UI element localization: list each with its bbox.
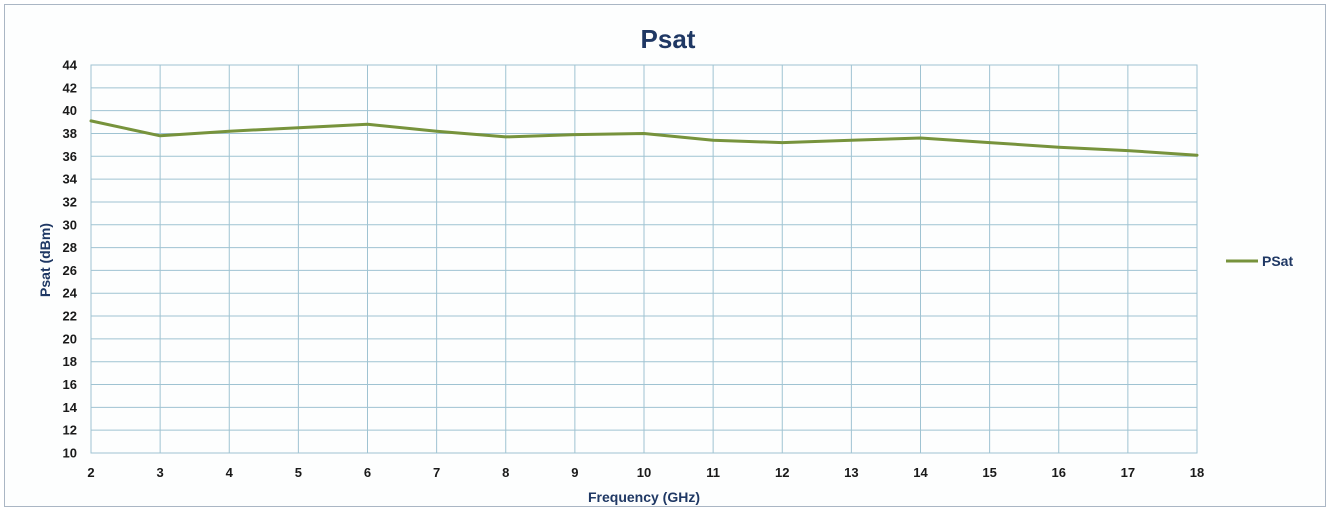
legend: PSat — [1226, 253, 1293, 269]
y-axis-ticks: 10 12 14 16 18 20 22 24 26 28 30 32 34 36 38 40 42 44 — [63, 58, 78, 461]
y-tick-label: 38 — [63, 126, 77, 141]
x-tick-label: 2 — [87, 465, 94, 480]
x-tick-label: 14 — [913, 465, 928, 480]
x-tick-label: 17 — [1121, 465, 1135, 480]
x-tick-label: 4 — [226, 465, 234, 480]
y-tick-label: 32 — [63, 194, 77, 209]
y-tick-label: 42 — [63, 80, 77, 95]
y-tick-label: 16 — [63, 377, 77, 392]
series-layer — [89, 119, 1199, 157]
grid — [90, 64, 1198, 454]
series-line-psat — [89, 119, 1199, 157]
y-tick-label: 18 — [63, 354, 77, 369]
y-tick-label: 20 — [63, 331, 77, 346]
y-tick-label: 30 — [63, 217, 77, 232]
y-axis-label: Psat (dBm) — [37, 223, 53, 297]
plot-border — [90, 64, 1198, 454]
chart-title: Psat — [641, 24, 696, 54]
x-axis-ticks: 2 3 4 5 6 7 8 9 10 11 12 13 14 15 16 17 18 — [87, 465, 1204, 480]
y-tick-label: 40 — [63, 103, 77, 118]
y-tick-label: 36 — [63, 149, 77, 164]
x-tick-label: 10 — [637, 465, 651, 480]
x-tick-label: 15 — [982, 465, 996, 480]
y-tick-label: 22 — [63, 309, 77, 324]
x-tick-label: 11 — [706, 465, 720, 480]
x-tick-label: 13 — [844, 465, 858, 480]
y-tick-label: 10 — [63, 446, 77, 461]
x-tick-label: 5 — [295, 465, 302, 480]
y-tick-label: 24 — [63, 286, 78, 301]
y-tick-label: 34 — [63, 172, 78, 187]
y-tick-label: 26 — [63, 263, 77, 278]
x-tick-label: 9 — [571, 465, 578, 480]
x-tick-label: 7 — [433, 465, 440, 480]
legend-label: PSat — [1262, 253, 1293, 269]
y-tick-label: 28 — [63, 240, 77, 255]
y-tick-label: 14 — [63, 400, 78, 415]
x-tick-label: 12 — [775, 465, 789, 480]
x-tick-label: 6 — [364, 465, 371, 480]
x-axis-label: Frequency (GHz) — [588, 489, 700, 505]
y-tick-label: 44 — [63, 58, 78, 73]
x-tick-label: 8 — [502, 465, 509, 480]
x-tick-label: 3 — [157, 465, 164, 480]
x-tick-label: 18 — [1190, 465, 1204, 480]
x-tick-label: 16 — [1052, 465, 1066, 480]
y-tick-label: 12 — [63, 423, 77, 438]
